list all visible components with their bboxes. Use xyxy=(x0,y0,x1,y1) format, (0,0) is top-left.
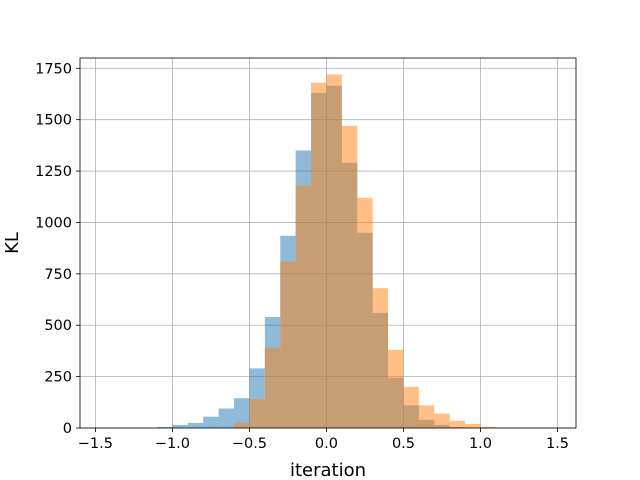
histogram-bar-s1-15 xyxy=(465,423,481,428)
x-axis-label: iteration xyxy=(290,460,366,480)
histogram-bar-s1-6 xyxy=(326,74,342,428)
y-tick-label-4: 1000 xyxy=(35,215,72,231)
x-tick-label-3: 0.0 xyxy=(315,436,338,452)
histogram-bar-s1-5 xyxy=(311,82,327,429)
y-tick-label-7: 1750 xyxy=(35,61,72,77)
x-tick-label-2: −0.5 xyxy=(232,436,267,452)
histogram-bar-s1-11 xyxy=(403,386,419,428)
axis-ticks: −1.5 −1.0 −0.5 0.0 0.5 1.0 1.5 0 250 500 750 1000 12… xyxy=(35,61,569,452)
y-tick-label-3: 750 xyxy=(44,267,72,283)
histogram-bar-s0-1 xyxy=(172,424,188,428)
histogram-bar-s1-0 xyxy=(234,422,250,428)
y-tick-label-1: 250 xyxy=(44,370,72,386)
histogram-bar-s0-0 xyxy=(157,426,173,428)
histogram-bar-s1-13 xyxy=(434,413,450,428)
histogram-bar-s1-1 xyxy=(249,399,265,428)
histogram-bar-s1-16 xyxy=(480,426,496,428)
x-tick-label-1: −1.0 xyxy=(155,436,190,452)
histogram-bar-s1-2 xyxy=(264,347,281,428)
x-tick-label-4: 0.5 xyxy=(392,436,415,452)
histogram-bar-s0-4 xyxy=(218,408,235,428)
histogram-bar-s1-4 xyxy=(295,185,312,428)
x-tick-label-5: 1.0 xyxy=(469,436,492,452)
histogram-bar-s1-3 xyxy=(280,261,296,428)
histogram-bar-s0-2 xyxy=(187,422,204,428)
histogram-bar-s1-9 xyxy=(372,288,389,428)
histogram-bar-s1-14 xyxy=(449,420,466,428)
y-tick-label-0: 0 xyxy=(63,421,72,437)
plot-frame xyxy=(79,57,577,429)
histogram-bar-s1-7 xyxy=(341,125,358,428)
y-axis-label: KL xyxy=(2,232,23,254)
histogram-bars xyxy=(157,74,496,429)
histogram-bar-s1-8 xyxy=(357,197,373,428)
y-tick-label-6: 1500 xyxy=(35,113,72,129)
y-tick-label-5: 1250 xyxy=(35,164,72,180)
x-tick-label-0: −1.5 xyxy=(78,436,113,452)
histogram-bar-s0-3 xyxy=(203,416,219,428)
x-tick-label-6: 1.5 xyxy=(546,436,569,452)
y-tick-label-2: 500 xyxy=(44,318,72,334)
histogram-bar-s1-10 xyxy=(388,349,404,428)
histogram-bar-s0-5 xyxy=(234,398,250,428)
histogram-bar-s1-12 xyxy=(418,405,435,428)
